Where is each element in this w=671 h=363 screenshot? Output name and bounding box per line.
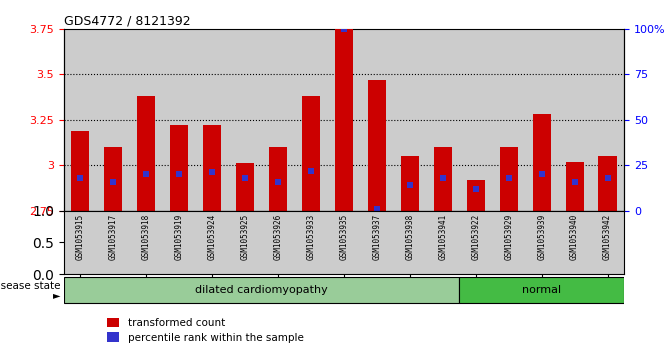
Bar: [229, 29, 262, 211]
Text: GSM1053933: GSM1053933: [307, 214, 315, 260]
Text: GSM1053939: GSM1053939: [537, 214, 546, 260]
Bar: [558, 29, 591, 211]
Text: GSM1053919: GSM1053919: [174, 214, 184, 260]
Text: GDS4772 / 8121392: GDS4772 / 8121392: [64, 15, 191, 28]
Bar: [360, 29, 393, 211]
Text: disease state: disease state: [0, 281, 60, 291]
Text: GSM1053915: GSM1053915: [76, 214, 85, 260]
Bar: [566, 162, 584, 211]
Text: GSM1053926: GSM1053926: [274, 214, 282, 260]
Bar: [295, 29, 327, 211]
Bar: [466, 180, 484, 211]
Text: GSM1053924: GSM1053924: [207, 214, 217, 260]
Bar: [64, 277, 459, 303]
Legend: transformed count, percentile rank within the sample: transformed count, percentile rank withi…: [103, 314, 307, 347]
Text: dilated cardiomyopathy: dilated cardiomyopathy: [195, 285, 328, 295]
Bar: [393, 29, 426, 211]
Bar: [599, 156, 617, 211]
Bar: [327, 29, 360, 211]
Bar: [426, 29, 459, 211]
Text: ►: ►: [53, 290, 60, 300]
Bar: [525, 29, 558, 211]
Bar: [368, 80, 386, 211]
Bar: [269, 147, 287, 211]
Bar: [137, 96, 155, 211]
Bar: [104, 147, 122, 211]
Bar: [162, 29, 195, 211]
Bar: [335, 29, 353, 211]
Text: GSM1053940: GSM1053940: [570, 214, 579, 260]
Bar: [71, 131, 89, 211]
Bar: [262, 29, 295, 211]
Text: GSM1053925: GSM1053925: [240, 214, 250, 260]
Bar: [64, 29, 97, 211]
Bar: [401, 156, 419, 211]
Bar: [493, 29, 525, 211]
Bar: [130, 29, 162, 211]
Text: GSM1053935: GSM1053935: [340, 214, 348, 260]
Bar: [459, 277, 624, 303]
Bar: [533, 114, 551, 211]
Text: GSM1053929: GSM1053929: [504, 214, 513, 260]
Bar: [302, 96, 320, 211]
Bar: [195, 29, 229, 211]
Bar: [433, 147, 452, 211]
Bar: [500, 147, 518, 211]
Bar: [591, 29, 624, 211]
Bar: [459, 29, 493, 211]
Bar: [97, 29, 130, 211]
Text: GSM1053937: GSM1053937: [372, 214, 381, 260]
Text: GSM1053938: GSM1053938: [405, 214, 414, 260]
Text: GSM1053922: GSM1053922: [471, 214, 480, 260]
Text: GSM1053941: GSM1053941: [438, 214, 448, 260]
Text: GSM1053917: GSM1053917: [109, 214, 117, 260]
Text: normal: normal: [522, 285, 561, 295]
Text: GSM1053918: GSM1053918: [142, 214, 151, 260]
Text: GSM1053942: GSM1053942: [603, 214, 612, 260]
Bar: [236, 163, 254, 211]
Bar: [203, 125, 221, 211]
Bar: [170, 125, 188, 211]
